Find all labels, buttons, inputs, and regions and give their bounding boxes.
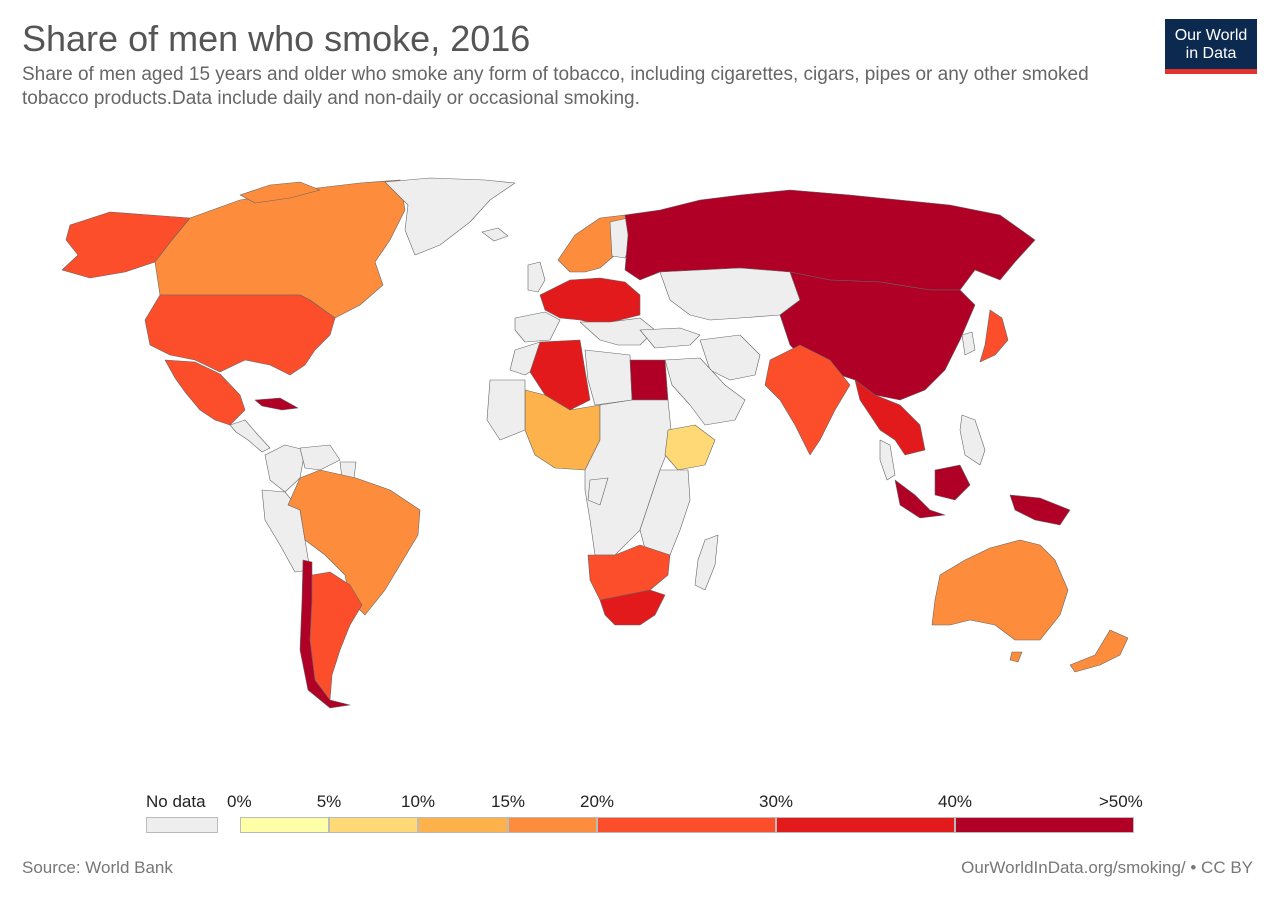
map-region-borneo[interactable]	[934, 464, 971, 501]
map-region-iberia[interactable]	[514, 311, 561, 343]
legend-label-2: 10%	[400, 792, 436, 811]
legend-label-6: 40%	[937, 792, 973, 811]
owid-logo[interactable]: Our World in Data	[1165, 19, 1257, 74]
map-region-mexico[interactable]	[164, 359, 246, 426]
legend-swatch-2[interactable]	[418, 817, 508, 833]
map-region-egypt[interactable]	[629, 359, 669, 401]
legend-swatch-0[interactable]	[240, 817, 329, 833]
legend-label-5: 30%	[758, 792, 794, 811]
legend-no-data-swatch[interactable]	[146, 817, 218, 833]
map-region-japan[interactable]	[979, 309, 1009, 363]
legend-no-data-label: No data	[146, 792, 206, 811]
map-region-canada-islands[interactable]	[239, 181, 321, 204]
logo-line-1: Our World	[1174, 27, 1248, 44]
map-region-united-states[interactable]	[144, 294, 336, 376]
map-region-central-asia[interactable]	[659, 267, 801, 321]
logo-line-2: in Data	[1185, 45, 1237, 62]
map-region-mauritania[interactable]	[486, 379, 526, 441]
map-region-indonesia[interactable]	[894, 479, 946, 519]
legend-swatch-4[interactable]	[597, 817, 776, 833]
map-region-southeast-asia[interactable]	[854, 379, 926, 456]
map-region-southern-africa[interactable]	[587, 544, 671, 601]
map-region-australia[interactable]	[931, 539, 1069, 641]
legend-label-0: 0%	[227, 792, 252, 811]
map-region-new-zealand[interactable]	[1069, 629, 1129, 673]
map-region-libya[interactable]	[584, 349, 633, 406]
legend-label-1: 5%	[316, 792, 342, 811]
legend-swatch-5[interactable]	[776, 817, 955, 833]
map-region-canada[interactable]	[154, 179, 406, 319]
map-region-korea[interactable]	[961, 331, 976, 356]
map-region-india[interactable]	[764, 344, 851, 456]
map-region-madagascar[interactable]	[694, 534, 719, 591]
map-region-central-africa[interactable]	[584, 399, 673, 556]
world-map	[61, 177, 1129, 709]
legend-label-end: >50%	[1098, 792, 1143, 811]
map-region-venezuela[interactable]	[299, 444, 341, 471]
legend-swatch-1[interactable]	[329, 817, 418, 833]
chart-title: Share of men who smoke, 2016	[22, 18, 531, 59]
legend-swatch-6[interactable]	[955, 817, 1134, 833]
map-region-tasmania[interactable]	[1009, 651, 1023, 663]
map-region-argentina[interactable]	[309, 571, 363, 701]
map-region-turkey[interactable]	[639, 327, 701, 349]
map-region-philippines[interactable]	[959, 414, 986, 466]
source-note: Source: World Bank	[22, 858, 173, 877]
chart-subtitle: Share of men aged 15 years and older who…	[22, 64, 1089, 109]
map-region-cuba[interactable]	[254, 397, 299, 411]
legend-label-4: 20%	[579, 792, 615, 811]
map-region-brazil[interactable]	[287, 469, 421, 616]
map-region-greenland[interactable]	[384, 177, 516, 256]
map-region-algeria[interactable]	[529, 339, 591, 411]
map-region-iceland[interactable]	[481, 227, 509, 242]
credit-link[interactable]: OurWorldInData.org/smoking/ • CC BY	[961, 858, 1253, 877]
map-region-arabia[interactable]	[664, 357, 746, 426]
map-region-ethiopia[interactable]	[664, 424, 716, 471]
map-region-congo[interactable]	[587, 477, 609, 506]
map-region-south-africa[interactable]	[599, 589, 666, 626]
map-region-central-america[interactable]	[229, 419, 271, 453]
map-region-western-europe[interactable]	[539, 277, 641, 326]
legend-label-3: 15%	[490, 792, 526, 811]
logo-accent-bar	[1165, 69, 1257, 74]
map-region-papua[interactable]	[1009, 494, 1071, 526]
map-region-alaska[interactable]	[61, 211, 191, 279]
map-region-malaysia[interactable]	[879, 439, 896, 481]
map-region-uk[interactable]	[527, 261, 546, 293]
legend-swatch-3[interactable]	[508, 817, 597, 833]
